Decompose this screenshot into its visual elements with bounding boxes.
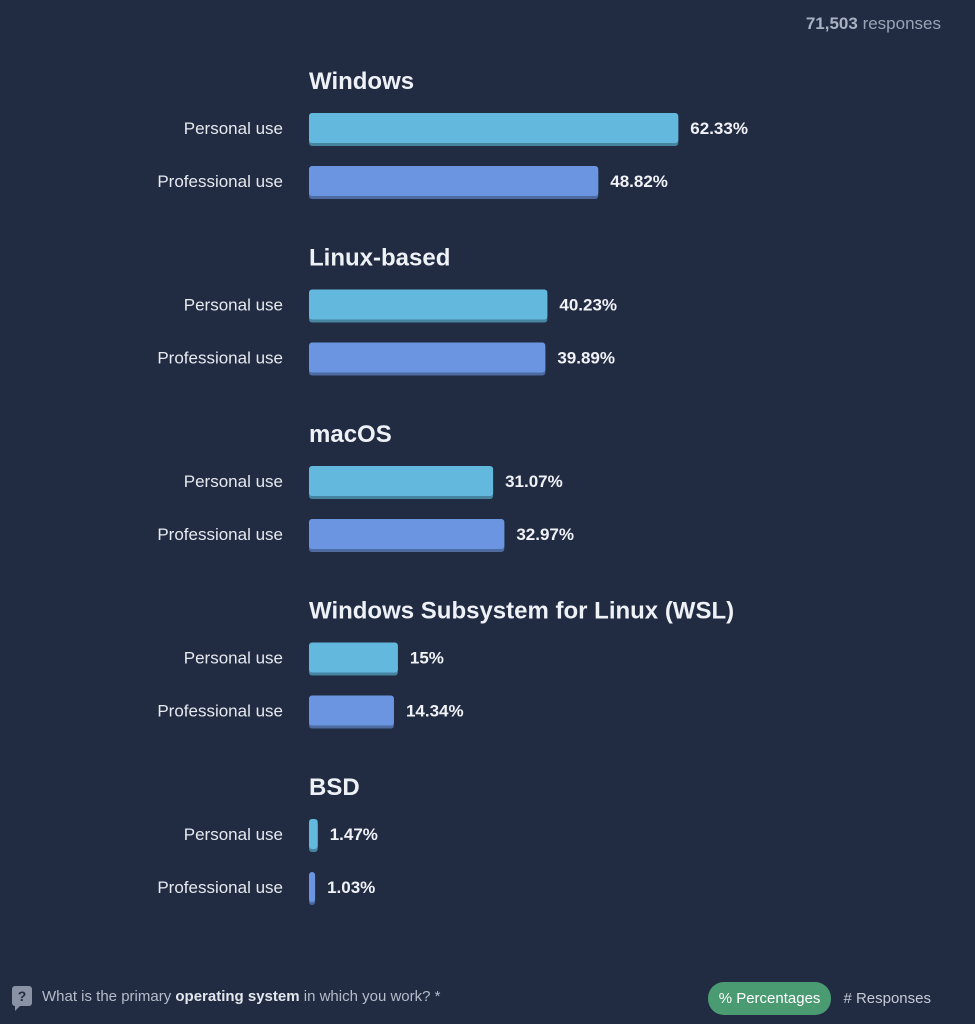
bar-category-label: Personal use — [184, 119, 283, 138]
percentages-toggle[interactable]: % Percentages — [707, 982, 832, 1015]
bar — [309, 289, 548, 320]
bar — [309, 695, 394, 726]
bar-value-label: 39.89% — [557, 349, 615, 368]
group-title: BSD — [309, 774, 360, 801]
bar — [309, 466, 494, 496]
bar-value-label: 40.23% — [559, 296, 617, 315]
bar-category-label: Professional use — [157, 702, 283, 721]
bar-category-label: Personal use — [184, 296, 283, 315]
question-text: What is the primary operating system in … — [42, 988, 441, 1005]
bar — [309, 166, 599, 196]
bar-category-label: Personal use — [184, 649, 283, 668]
group-title: Windows Subsystem for Linux (WSL) — [309, 598, 734, 625]
bar-value-label: 14.34% — [406, 702, 464, 721]
bar-category-label: Personal use — [184, 825, 283, 844]
bar-category-label: Professional use — [157, 525, 283, 544]
bar-value-label: 1.47% — [330, 825, 378, 844]
bar-value-label: 48.82% — [610, 172, 668, 191]
bar — [309, 113, 679, 143]
bar-category-label: Professional use — [157, 349, 283, 368]
bar — [309, 872, 316, 902]
group-title: Linux-based — [309, 245, 450, 272]
bar — [309, 342, 546, 373]
os-usage-bar-chart: Windows Personal use 62.33% Professional us… — [157, 68, 748, 905]
display-toggle: % Percentages # Responses — [707, 982, 931, 1015]
survey-question: ? What is the primary operating system i… — [12, 986, 441, 1011]
question-text-start: What is the primary — [42, 987, 176, 1005]
bar-value-label: 15% — [410, 649, 444, 668]
bar-value-label: 32.97% — [516, 525, 574, 544]
bar — [309, 819, 318, 849]
bar-value-label: 62.33% — [690, 119, 748, 138]
response-count: 71,503 responses — [806, 14, 941, 34]
response-count-number: 71,503 — [805, 14, 858, 33]
bar — [309, 519, 505, 549]
question-text-bold: operating system — [175, 987, 300, 1005]
bar — [309, 642, 398, 673]
bar-value-label: 1.03% — [327, 878, 375, 897]
bar-value-label: 31.07% — [505, 472, 563, 491]
question-icon: ? — [12, 986, 32, 1011]
question-text-end: in which you work? * — [299, 987, 441, 1005]
response-count-suffix: responses — [862, 14, 941, 33]
bar-category-label: Professional use — [157, 878, 283, 897]
bar-category-label: Professional use — [157, 172, 283, 191]
group-title: Windows — [309, 68, 414, 95]
group-title: macOS — [309, 421, 392, 448]
bar-category-label: Personal use — [184, 472, 283, 491]
responses-toggle[interactable]: # Responses — [843, 990, 931, 1007]
